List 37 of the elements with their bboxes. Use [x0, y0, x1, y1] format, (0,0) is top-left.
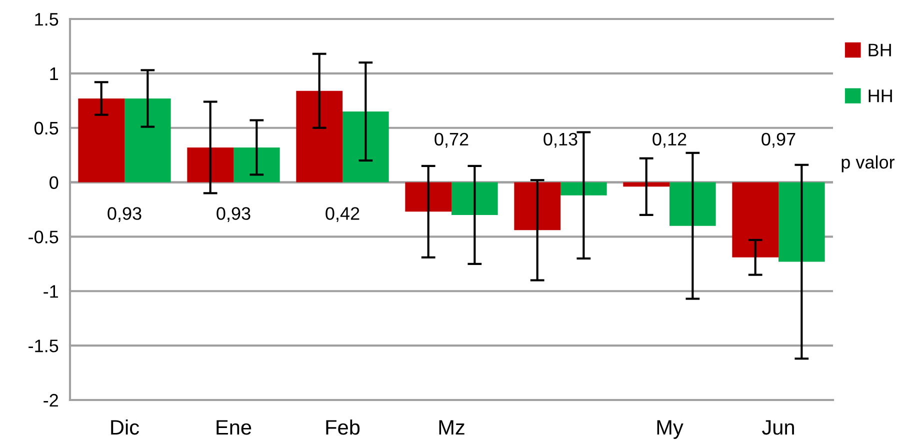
x-tick-label: Jun [762, 420, 794, 435]
bar [405, 182, 452, 212]
annotation: 0,93 [108, 207, 142, 222]
x-tick-label: Ene [216, 420, 252, 435]
bar [187, 147, 234, 182]
bar [670, 182, 716, 226]
x-tick-label: My [657, 420, 684, 439]
bar [78, 98, 124, 182]
bar [560, 182, 607, 196]
x-tick-label: Dic [111, 419, 139, 435]
y-tick-label: -1 [44, 285, 58, 298]
y-tick-label: 0.5 [34, 122, 58, 135]
text: p valor [842, 155, 895, 172]
y-tick-label: -1.5 [28, 340, 58, 352]
bar [514, 182, 560, 230]
y-tick-label: 1 [50, 68, 58, 80]
x-tick-label: Feb [326, 419, 360, 435]
y-tick-label: 1.5 [35, 13, 58, 26]
legend-label: BH [868, 44, 891, 56]
bar [732, 182, 778, 258]
bar [296, 90, 342, 182]
y-tick-label: 0 [50, 176, 58, 190]
annotation: 0,72 [434, 132, 468, 148]
x-tick-label: Mz [439, 420, 464, 435]
bar [342, 112, 389, 182]
bar [452, 182, 498, 215]
annotation: 0,97 [762, 132, 796, 148]
legend-label: HH [868, 90, 892, 102]
bar [124, 98, 171, 182]
y-tick-label: -0.5 [28, 230, 58, 244]
bar [778, 182, 825, 262]
annotation: 0,12 [652, 132, 686, 148]
y-tick-label: -2 [44, 394, 58, 407]
annotation: 0,13 [544, 132, 578, 148]
annotation: 0,42 [326, 207, 360, 222]
bar [234, 147, 280, 182]
annotation: 0,93 [216, 207, 250, 222]
